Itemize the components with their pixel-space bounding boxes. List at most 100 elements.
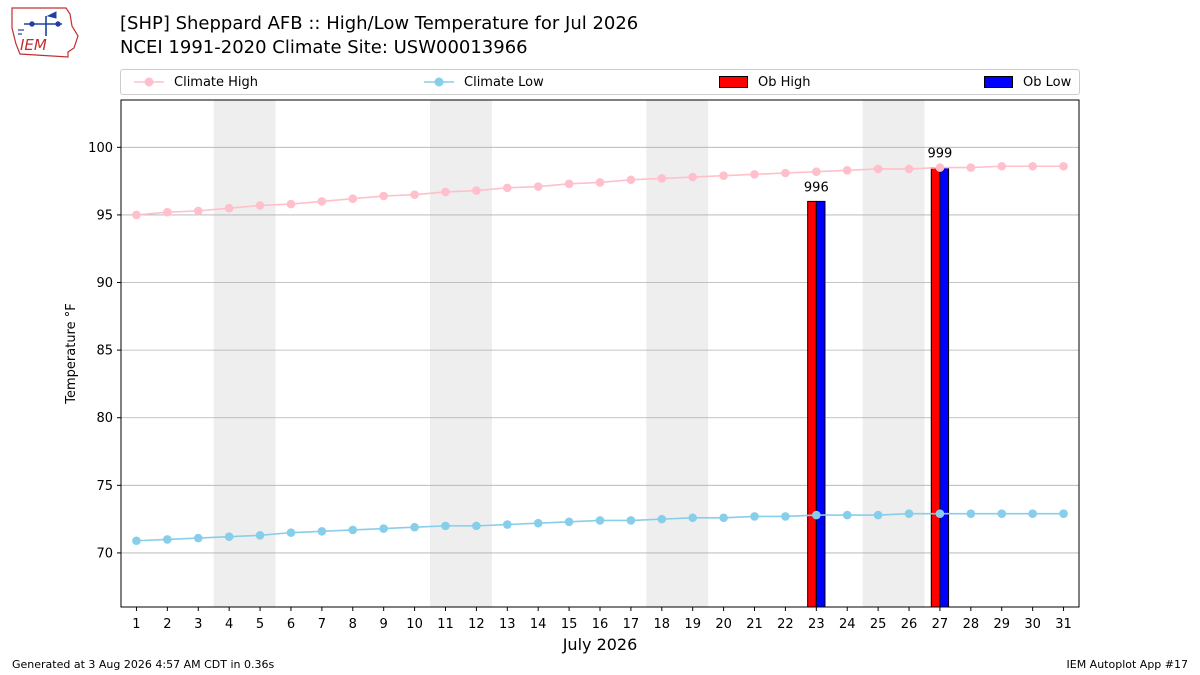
climate-low-point <box>472 521 481 531</box>
bar-value-label: 996 <box>804 180 829 195</box>
climate-high-point <box>163 207 172 217</box>
legend-item-ob-high: Ob High <box>719 70 811 94</box>
climate-low-point <box>348 525 358 535</box>
legend: Climate High Climate Low Ob High Ob Low <box>120 69 1080 95</box>
legend-label-ob-low: Ob Low <box>1023 74 1072 90</box>
bar-ob-high <box>930 167 941 608</box>
legend-item-climate-high: Climate High <box>133 70 258 94</box>
x-tick-label: 24 <box>839 617 856 632</box>
footer-app: IEM Autoplot App #17 <box>1066 658 1189 671</box>
climate-high-point <box>626 175 636 185</box>
legend-item-climate-low: Climate Low <box>423 70 544 94</box>
y-tick-label: 80 <box>96 411 113 426</box>
x-tick-label: 20 <box>715 617 732 632</box>
bar-ob-low <box>815 200 826 608</box>
legend-label-climate-high: Climate High <box>174 74 259 90</box>
x-tick-label: 3 <box>194 617 202 632</box>
climate-low-point <box>132 536 141 546</box>
y-tick-label: 75 <box>96 479 113 494</box>
climate-high-point <box>132 210 141 220</box>
x-tick-label: 18 <box>654 617 671 632</box>
chart-subtitle: NCEI 1991-2020 Climate Site: USW00013966 <box>120 37 528 58</box>
footer-generated: Generated at 3 Aug 2026 4:57 AM CDT in 0… <box>12 658 275 671</box>
climate-low-point <box>657 514 667 524</box>
y-tick-label: 70 <box>96 546 113 561</box>
x-tick-label: 28 <box>963 617 980 632</box>
x-tick-label: 31 <box>1055 617 1072 632</box>
climate-high-point <box>472 186 481 195</box>
climate-low-point <box>224 532 234 541</box>
climate-high-point <box>441 187 450 197</box>
legend-label-ob-high: Ob High <box>758 74 811 90</box>
x-tick-label: 9 <box>380 617 388 632</box>
weekend-shade <box>213 100 276 607</box>
x-tick-label: 16 <box>592 617 609 632</box>
x-tick-label: 22 <box>777 617 794 632</box>
climate-low-point <box>441 521 450 531</box>
climate-low-point <box>379 524 388 533</box>
x-tick-label: 4 <box>225 617 233 632</box>
climate-low-point <box>997 509 1007 519</box>
climate-high-point <box>1059 161 1068 171</box>
x-tick-label: 11 <box>437 617 454 632</box>
ob-low-swatch-icon <box>984 76 1013 88</box>
climate-low-point <box>163 535 172 544</box>
climate-high-point <box>719 171 728 181</box>
x-tick-label: 14 <box>530 617 547 632</box>
bar-ob-low <box>939 167 950 608</box>
climate-low-point <box>533 518 543 528</box>
climate-low-point <box>626 516 636 525</box>
x-tick-label: 27 <box>932 617 949 632</box>
x-tick-label: 13 <box>499 617 516 632</box>
climate-low-point <box>688 513 698 523</box>
y-tick-label: 100 <box>88 141 113 156</box>
climate-high-point <box>750 170 759 179</box>
climate-low-point <box>904 509 914 519</box>
climate-high-point <box>781 168 790 178</box>
climate-low-point <box>812 510 821 520</box>
x-tick-label: 2 <box>163 617 171 632</box>
legend-label-climate-low: Climate Low <box>464 74 544 90</box>
climate-high-point <box>255 201 265 210</box>
climate-high-point <box>286 199 296 209</box>
climate-high-point <box>410 190 419 199</box>
x-tick-label: 8 <box>349 617 357 632</box>
climate-high-point <box>379 191 388 201</box>
climate-low-point <box>564 517 574 527</box>
climate-low-point <box>935 509 945 519</box>
climate-high-point <box>533 182 543 191</box>
climate-low-point <box>750 512 759 521</box>
climate-high-point <box>348 194 358 203</box>
x-tick-label: 12 <box>468 617 485 632</box>
weather-station-icon <box>18 11 62 36</box>
weekend-shade <box>646 100 709 607</box>
climate-high-point <box>842 166 852 175</box>
logo-text: IEM <box>20 36 47 54</box>
climate-high-point <box>595 178 605 187</box>
x-tick-label: 1 <box>132 617 140 632</box>
climate-low-point <box>1028 509 1037 519</box>
chart-title: [SHP] Sheppard AFB :: High/Low Temperatu… <box>120 13 639 34</box>
climate-high-point <box>193 206 203 216</box>
weekend-shade <box>430 100 492 607</box>
climate-low-point <box>255 531 265 540</box>
bar-ob-high <box>807 200 817 608</box>
climate-low-point <box>502 520 512 529</box>
climate-high-point <box>688 172 698 182</box>
climate-low-line-icon <box>424 77 454 87</box>
x-tick-label: 15 <box>561 617 578 632</box>
climate-low-point <box>317 526 327 536</box>
climate-low-point <box>1059 509 1068 519</box>
weekend-shade <box>862 100 925 607</box>
climate-high-point <box>812 167 821 176</box>
x-tick-label: 10 <box>406 617 423 632</box>
climate-low-point <box>966 509 976 519</box>
x-tick-label: 25 <box>870 617 887 632</box>
x-tick-label: 23 <box>808 617 825 632</box>
ob-high-swatch-icon <box>719 76 748 88</box>
climate-high-point <box>904 164 914 174</box>
legend-item-ob-low: Ob Low <box>984 70 1071 94</box>
x-tick-label: 5 <box>256 617 264 632</box>
bar-value-label: 999 <box>928 147 953 162</box>
